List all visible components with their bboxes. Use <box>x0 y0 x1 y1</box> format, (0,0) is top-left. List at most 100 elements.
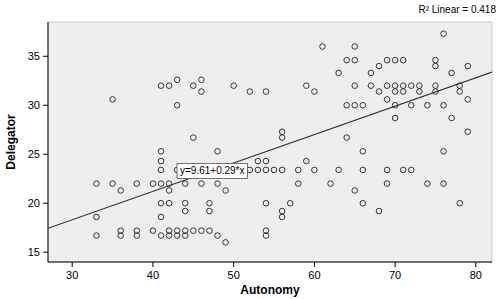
point <box>360 167 366 173</box>
point <box>182 181 188 187</box>
point <box>312 89 318 95</box>
point <box>110 97 116 103</box>
point <box>118 188 124 194</box>
point <box>465 97 471 103</box>
point <box>400 83 406 89</box>
point <box>417 89 423 95</box>
point <box>336 167 342 173</box>
point <box>376 89 382 95</box>
point <box>433 83 439 89</box>
point <box>191 83 197 89</box>
point <box>441 149 447 155</box>
x-tick-label: 70 <box>389 269 401 281</box>
point <box>344 102 350 108</box>
point <box>425 181 431 187</box>
point <box>400 89 406 95</box>
point <box>174 102 180 108</box>
point <box>279 208 285 214</box>
x-tick-label: 60 <box>308 269 320 281</box>
point <box>150 181 156 187</box>
point <box>408 102 414 108</box>
y-tick <box>43 154 48 155</box>
point <box>376 63 382 69</box>
point <box>392 83 398 89</box>
point <box>134 181 140 187</box>
point <box>279 214 285 220</box>
point <box>352 102 358 108</box>
x-tick-label: 80 <box>470 269 482 281</box>
x-tick-label: 40 <box>147 269 159 281</box>
point <box>279 135 285 141</box>
y-axis-label: Delegator <box>4 114 18 170</box>
point <box>312 167 318 173</box>
point <box>384 57 390 63</box>
y-tick-label: 30 <box>28 99 40 111</box>
y-tick <box>43 56 48 57</box>
point <box>417 83 423 89</box>
y-tick-label: 15 <box>28 246 40 258</box>
point <box>449 70 455 76</box>
point <box>182 200 188 206</box>
point <box>384 181 390 187</box>
point <box>425 102 431 108</box>
point <box>457 200 463 206</box>
y-tick-label: 20 <box>28 197 40 209</box>
point <box>408 167 414 173</box>
point <box>166 83 172 89</box>
x-tick <box>314 262 315 267</box>
point <box>360 102 366 108</box>
point <box>320 44 326 50</box>
point <box>384 83 390 89</box>
point <box>215 149 221 155</box>
point <box>199 228 205 234</box>
x-axis-label: Autonomy <box>240 283 300 297</box>
point <box>94 233 100 239</box>
point <box>191 135 197 141</box>
point <box>207 200 213 206</box>
point <box>166 200 172 206</box>
point <box>94 181 100 187</box>
point <box>279 129 285 135</box>
x-tick <box>72 262 73 267</box>
point <box>223 188 229 194</box>
point <box>255 167 261 173</box>
point <box>150 228 156 234</box>
y-tick <box>43 252 48 253</box>
point <box>255 158 261 164</box>
point <box>392 57 398 63</box>
point <box>182 233 188 239</box>
point <box>368 83 374 89</box>
point <box>166 188 172 194</box>
point <box>263 89 269 95</box>
point <box>110 181 116 187</box>
point <box>433 63 439 69</box>
point <box>199 181 205 187</box>
point <box>441 102 447 108</box>
point <box>287 200 293 206</box>
x-axis <box>48 262 492 263</box>
plot-marks <box>48 31 492 245</box>
point <box>118 233 124 239</box>
point <box>336 70 342 76</box>
point <box>433 57 439 63</box>
point <box>465 63 471 69</box>
x-tick-label: 30 <box>66 269 78 281</box>
point <box>328 181 334 187</box>
y-tick <box>43 105 48 106</box>
point <box>352 83 358 89</box>
fit-line <box>48 72 492 228</box>
point <box>174 77 180 83</box>
point <box>263 233 269 239</box>
point <box>465 129 471 135</box>
point <box>199 89 205 95</box>
y-tick-label: 35 <box>28 50 40 62</box>
point <box>295 181 301 187</box>
chart: 3040506070801520253035AutonomyDelegatorR… <box>0 0 500 299</box>
point <box>207 208 213 214</box>
point <box>231 83 237 89</box>
point <box>360 149 366 155</box>
point <box>223 240 229 246</box>
point <box>158 149 164 155</box>
point <box>368 70 374 76</box>
point <box>158 167 164 173</box>
